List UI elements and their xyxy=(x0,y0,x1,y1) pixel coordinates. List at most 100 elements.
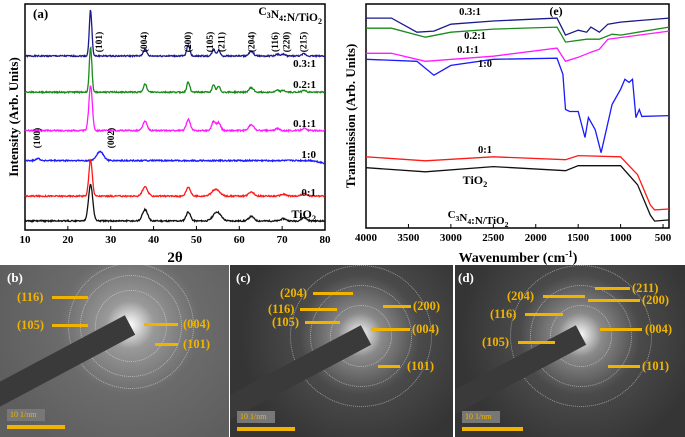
xrd-chart: 10 20 30 40 50 60 70 80 0.3:1 0.2:1 0.1:1 1:0 0:1 TiO… xyxy=(6,3,332,265)
x-tick-label: 1500 xyxy=(567,232,590,244)
hkl-label: (200) xyxy=(183,32,194,53)
xrd-series-line xyxy=(24,85,326,133)
x-tick-label: 3500 xyxy=(397,232,420,244)
indicator-line xyxy=(378,365,400,368)
x-tick-label: 80 xyxy=(320,234,332,246)
hkl-label: (116) xyxy=(270,32,281,52)
indicator-line xyxy=(300,308,337,311)
ftir-chart: 4000 3500 3000 2500 2000 1500 1000 500 0.3:1 0.2:… xyxy=(343,3,672,265)
hkl-label: (004) xyxy=(139,32,150,53)
indicator-line xyxy=(371,328,410,331)
ftir-series-line xyxy=(365,57,670,153)
xrd-series-line xyxy=(24,183,326,224)
hkl-label: (105) xyxy=(272,315,300,329)
y-axis-label: Intensity (Arb. Units) xyxy=(6,57,21,177)
scale-bar xyxy=(237,427,295,431)
series-label: 0.3:1 xyxy=(459,7,481,18)
x-tick-label: 20 xyxy=(62,234,74,246)
x-tick-label: 3000 xyxy=(440,232,463,244)
xrd-series-line xyxy=(24,158,325,199)
diffraction-ring xyxy=(290,265,432,407)
series-label: TiO2 xyxy=(463,173,488,189)
ftir-series-line xyxy=(365,154,670,211)
x-tick-label: 2000 xyxy=(525,232,548,244)
hkl-label: (105) xyxy=(205,32,216,53)
scale-bar-label: 10 1/nm xyxy=(237,411,275,423)
hkl-label: (105) xyxy=(17,318,45,332)
xrd-series-line xyxy=(24,150,326,165)
hkl-label: (004) xyxy=(412,322,440,336)
hkl-label: (101) xyxy=(183,337,211,351)
series-label: 0.1:1 xyxy=(457,45,479,56)
series-label: 0.2:1 xyxy=(464,31,486,42)
series-label: 0.3:1 xyxy=(293,58,316,70)
hkl-label: (204) xyxy=(280,286,308,300)
y-axis-label: Transmission (Arb. Units) xyxy=(343,44,358,189)
x-axis-label: Wavenumber (cm-1) xyxy=(459,249,578,265)
diffraction-ring xyxy=(68,265,194,389)
scale-bar xyxy=(7,425,65,429)
x-axis-label: 2θ xyxy=(167,250,183,265)
hkl-label: (200) xyxy=(413,299,441,313)
hkl-label: (101) xyxy=(94,32,105,53)
indicator-line xyxy=(144,323,178,326)
x-tick-label: 50 xyxy=(191,234,203,246)
indicator-line xyxy=(600,328,642,331)
diffraction-ring xyxy=(510,265,652,407)
plot-frame xyxy=(24,3,326,231)
hkl-label: (116) xyxy=(268,302,295,316)
series-label: 0.1:1 xyxy=(293,118,316,130)
ftir-series-line xyxy=(366,26,670,43)
hkl-label: (105) xyxy=(482,335,510,349)
hkl-label: (211) xyxy=(217,32,228,52)
series-label: 1:0 xyxy=(301,149,316,161)
panel-label: (b) xyxy=(7,270,23,285)
scale-bar xyxy=(462,427,523,431)
x-tick-label: 40 xyxy=(148,234,160,246)
ftir-series-line xyxy=(365,165,670,222)
ftir-series-line xyxy=(366,30,670,63)
indicator-line xyxy=(313,292,353,295)
indicator-line xyxy=(52,324,88,327)
x-tick-label: 4000 xyxy=(355,232,378,244)
x-tick-label: 70 xyxy=(277,234,289,246)
x-tick-label: 2500 xyxy=(482,232,505,244)
indicator-line xyxy=(52,296,88,299)
indicator-line xyxy=(588,299,640,302)
ftir-series-line xyxy=(366,17,670,36)
hkl-label: (220) xyxy=(282,32,293,53)
hkl-label: (101) xyxy=(407,359,435,373)
charts-svg: 10 20 30 40 50 60 70 80 0.3:1 0.2:1 0.1:1 1:0 0:1 TiO… xyxy=(6,3,672,265)
hkl-label: (101) xyxy=(642,359,670,373)
indicator-line xyxy=(383,305,411,308)
hkl-label: (002) xyxy=(106,128,117,149)
hkl-label: (215) xyxy=(299,32,310,53)
saed-panel-b: (b) (116) (105) (004) (101) 10 1/nm xyxy=(0,265,229,437)
panel-label: (e) xyxy=(549,4,562,18)
x-tick-label: 30 xyxy=(105,234,117,246)
panel-label: (a) xyxy=(33,6,48,21)
indicator-line xyxy=(595,287,630,290)
hkl-label: (004) xyxy=(645,322,673,336)
series-label: TiO2 xyxy=(291,207,316,223)
indicator-line xyxy=(305,321,340,324)
series-label: 0:1 xyxy=(478,145,492,156)
hkl-label: (204) xyxy=(507,289,535,303)
indicator-line xyxy=(518,341,555,344)
indicator-line xyxy=(608,365,640,368)
series-label: 0:1 xyxy=(301,187,316,199)
series-label: 0.2:1 xyxy=(293,79,316,91)
hkl-label: (116) xyxy=(490,307,517,321)
saed-panel-d: (d) (211) (204) (200) (116) (004) (105) … xyxy=(455,265,685,437)
hkl-label: (204) xyxy=(246,32,257,53)
indicator-line xyxy=(525,313,563,316)
xrd-series-line xyxy=(24,9,326,59)
hkl-label: (100) xyxy=(32,128,43,149)
x-tick-label: 1000 xyxy=(610,232,633,244)
xrd-series-line xyxy=(24,46,326,95)
hkl-label: (004) xyxy=(183,317,211,331)
saed-panel-c: (c) (204) (116) (105) (200) (004) (101) … xyxy=(230,265,453,437)
scale-bar-label: 10 1/nm xyxy=(462,411,500,423)
x-tick-label: 500 xyxy=(655,232,672,244)
indicator-line xyxy=(543,295,585,298)
